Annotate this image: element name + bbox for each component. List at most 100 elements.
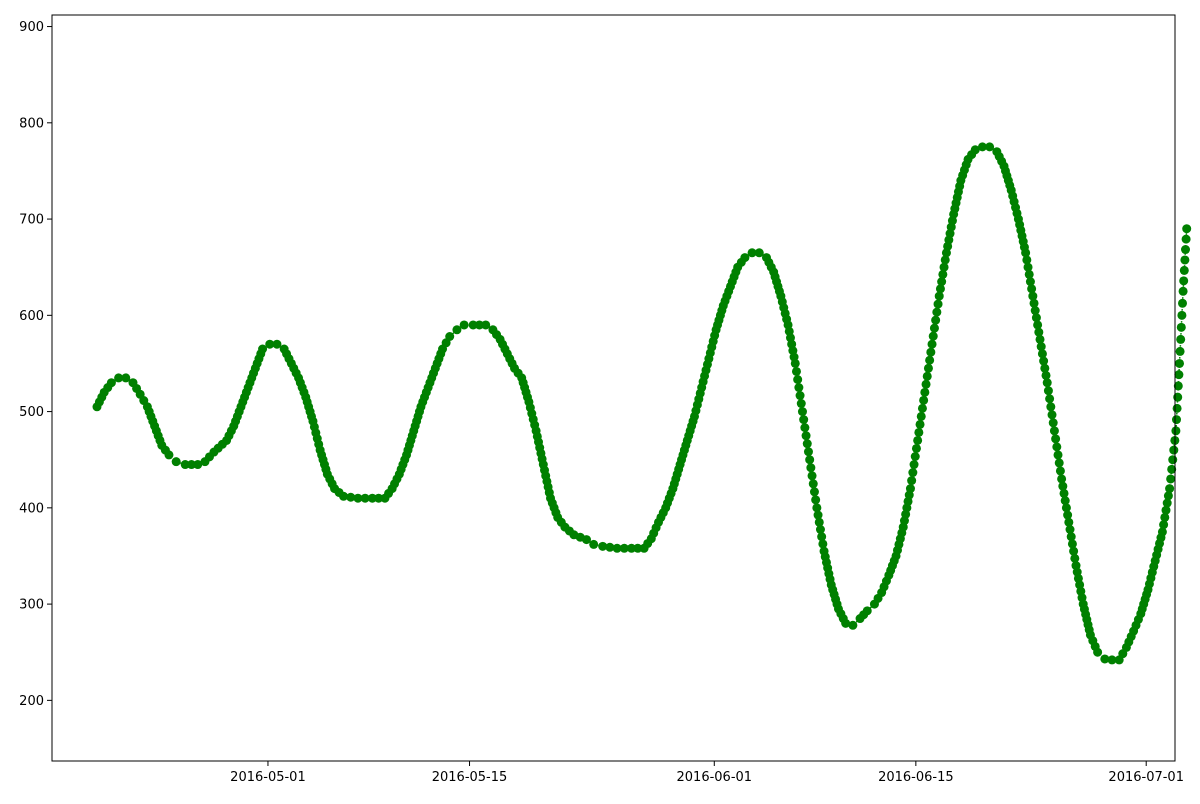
data-point <box>193 460 203 470</box>
data-point-interp <box>1031 313 1041 323</box>
data-point-interp <box>940 255 950 265</box>
data-point-interp <box>1173 381 1183 391</box>
data-point-interp <box>374 493 384 503</box>
data-point-interp <box>793 375 803 384</box>
data-point <box>1064 517 1074 527</box>
data-point-interp <box>939 262 949 272</box>
data-point-interp <box>605 542 615 552</box>
data-point <box>171 457 181 467</box>
data-point-interp <box>1052 442 1062 452</box>
data-point-interp <box>801 431 811 441</box>
data-point-interp <box>808 479 818 489</box>
data-point-interp <box>1027 284 1037 294</box>
data-point-interp <box>1039 356 1049 366</box>
data-point-interp <box>1161 505 1171 515</box>
data-point-interp <box>1041 370 1051 380</box>
data-point-interp <box>1043 386 1053 396</box>
y-tick-label: 500 <box>19 405 44 420</box>
data-point-interp <box>922 371 932 381</box>
data-point-interp <box>1033 320 1043 330</box>
data-point-interp <box>474 320 484 330</box>
data-point-interp <box>1070 553 1080 563</box>
data-point <box>582 535 591 545</box>
data-point-interp <box>923 363 933 373</box>
data-point <box>920 387 930 397</box>
data-point-interp <box>811 495 821 505</box>
data-point-interp <box>802 439 812 449</box>
data-point-interp <box>1160 512 1170 522</box>
data-point-interp <box>813 510 823 520</box>
data-point-interp <box>619 543 629 553</box>
x-tick-label: 2016-06-01 <box>677 770 753 785</box>
x-tick-label: 2016-06-15 <box>878 770 954 785</box>
data-point-interp <box>935 284 945 294</box>
data-point-interp <box>186 460 196 470</box>
data-point-interp <box>795 391 805 401</box>
data-point-interp <box>1037 349 1047 359</box>
data-point-interp <box>910 452 920 461</box>
data-point-interp <box>909 460 919 470</box>
data-point <box>589 539 599 549</box>
data-point-interp <box>1066 532 1076 542</box>
data-point <box>258 344 268 354</box>
y-axis: 200 300 400 500 600 700 800 900 <box>19 20 52 709</box>
data-point-interp <box>1167 464 1177 474</box>
data-point-interp <box>938 269 948 279</box>
y-tick-label: 800 <box>19 116 44 131</box>
data-point <box>121 373 131 383</box>
data-point-interp <box>1023 262 1033 272</box>
data-point <box>1049 426 1059 436</box>
data-point <box>459 320 469 330</box>
data-point-interp <box>1168 455 1178 465</box>
data-point-interp <box>791 366 801 376</box>
data-point-interp <box>1179 265 1189 275</box>
data-point-interp <box>1053 450 1063 460</box>
data-point <box>790 358 800 368</box>
data-point-interp <box>806 463 816 473</box>
data-point-interp <box>814 517 824 527</box>
data-point <box>1093 647 1103 657</box>
data-point-interp <box>1036 342 1046 352</box>
data-point <box>754 248 764 258</box>
data-point <box>452 325 462 335</box>
data-point-interp <box>921 379 931 389</box>
data-point-interp <box>1162 498 1172 508</box>
data-point <box>481 320 491 330</box>
y-tick-label: 200 <box>19 694 44 709</box>
data-point <box>905 484 915 494</box>
data-point-interp <box>1179 276 1189 286</box>
data-point <box>927 339 937 349</box>
data-point-interp <box>914 427 924 437</box>
series-layer <box>92 142 1192 665</box>
y-tick-label: 700 <box>19 213 44 228</box>
y-tick-label: 300 <box>19 598 44 613</box>
data-point-interp <box>1024 269 1034 279</box>
data-point-interp <box>809 487 819 497</box>
data-point-interp <box>1169 445 1179 455</box>
data-point-interp <box>1055 466 1065 476</box>
data-point-interp <box>1067 539 1077 549</box>
data-point-interp <box>919 395 929 405</box>
data-point <box>1035 334 1045 344</box>
data-point-interp <box>928 331 938 341</box>
data-point-interp <box>1045 394 1055 404</box>
data-point <box>339 491 349 501</box>
data-point-interp <box>803 447 813 457</box>
data-point <box>180 460 190 470</box>
data-point-interp <box>1048 418 1058 428</box>
data-point <box>468 320 478 330</box>
data-point <box>598 541 608 551</box>
data-point-interp <box>1059 488 1069 498</box>
x-axis: 2016-05-01 2016-05-15 2016-06-01 2016-06-15… <box>230 761 1184 785</box>
data-point-interp <box>1166 474 1176 484</box>
data-point <box>265 339 275 349</box>
data-point <box>1107 655 1117 665</box>
data-point <box>367 493 377 503</box>
data-point-interp <box>1181 234 1191 244</box>
data-point-interp <box>1034 327 1044 337</box>
data-point-interp <box>1175 346 1185 356</box>
data-point <box>445 332 455 341</box>
data-point-interp <box>1051 434 1061 444</box>
